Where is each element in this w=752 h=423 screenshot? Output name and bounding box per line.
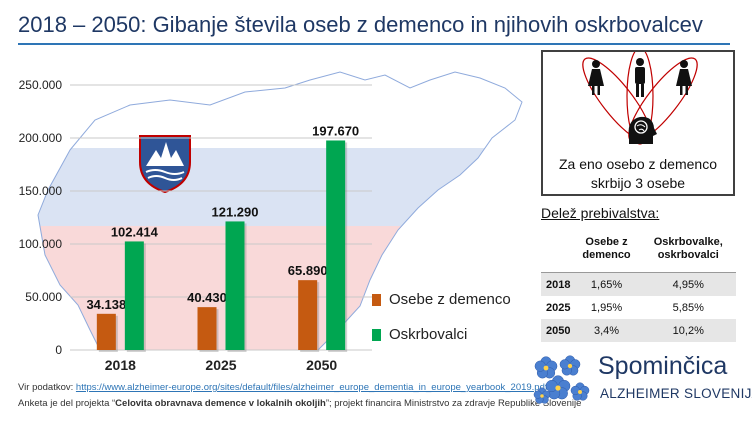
- bar-caregivers: [326, 140, 346, 350]
- caregiver-infographic: Za eno osebo z demenco skrbijo 3 osebe: [541, 50, 735, 196]
- petal: [545, 379, 558, 392]
- caregiver-text-line2: skrbijo 3 osebe: [590, 175, 686, 191]
- data-label: 121.290: [212, 204, 259, 219]
- page-title: 2018 – 2050: Gibanje števila oseb z deme…: [18, 12, 703, 37]
- forget-me-not-icon: [533, 355, 590, 404]
- flower-center: [540, 394, 544, 398]
- logo-name: Spominčica: [598, 352, 728, 380]
- data-label: 65.890: [288, 263, 328, 278]
- table-row: 2018 1,65% 4,95%: [541, 272, 736, 296]
- project-name: Celovita obravnava demence v lokalnih ok…: [115, 398, 326, 409]
- row-year: 2025: [546, 301, 571, 314]
- legend-item-dementia: Osebe z demenco: [372, 291, 511, 308]
- brain-head-icon: [628, 116, 657, 144]
- header-dementia: Osebe z demenco: [582, 236, 631, 261]
- logo-subtitle: ALZHEIMER SLOVENIJA: [600, 386, 752, 401]
- row-caregivers: 10,2%: [640, 319, 736, 342]
- caregiver-text-line1: Za eno osebo z demenco: [559, 156, 717, 172]
- legend-swatch-caregivers: [372, 328, 381, 341]
- x-axis: 2018 2025 2050: [105, 357, 338, 372]
- flower-center: [578, 390, 582, 394]
- slovenia-map: [37, 71, 523, 351]
- petal: [534, 360, 546, 372]
- petal: [533, 390, 542, 399]
- x-tick-label: 2025: [205, 357, 236, 372]
- flower-center: [567, 363, 573, 369]
- data-label: 34.138: [86, 297, 126, 312]
- y-tick-label: 50.000: [25, 290, 62, 304]
- header-caregivers: Oskrbovalke, oskrbovalci: [653, 236, 723, 261]
- table-row: 2050 3,4% 10,2%: [541, 319, 736, 342]
- bar-caregivers: [225, 221, 245, 350]
- data-label: 197.670: [312, 123, 359, 138]
- legend-item-caregivers: Oskrbovalci: [372, 326, 467, 343]
- x-tick-label: 2050: [306, 357, 337, 372]
- row-caregivers: 4,95%: [640, 272, 736, 296]
- legend-label-caregivers: Oskrbovalci: [389, 326, 468, 343]
- coat-of-arms: [139, 135, 191, 194]
- logo: Spominčica ALZHEIMER SLOVENIJA: [530, 352, 752, 412]
- caregiver-diagram: [582, 52, 698, 145]
- project-note-suffix: ”; projekt financira Ministrstvo za zdra…: [325, 398, 582, 409]
- project-note-prefix: Anketa je del projekta “: [18, 398, 116, 409]
- caregiver-text: Za eno osebo z demenco skrbijo 3 osebe: [543, 155, 733, 193]
- project-note: Anketa je del projekta “Celovita obravna…: [18, 398, 581, 409]
- row-dementia: 1,65%: [572, 272, 641, 296]
- data-label: 40.430: [187, 290, 227, 305]
- share-table: Osebe z demenco Oskrbovalke, oskrbovalci…: [541, 226, 736, 342]
- y-tick-label: 200.000: [19, 131, 63, 145]
- woman-icon: [676, 60, 692, 95]
- bar-dementia: [298, 280, 318, 350]
- y-tick-label: 250.000: [19, 78, 63, 92]
- y-axis: 0 50.000 100.000 150.000 200.000 250.000: [19, 78, 63, 357]
- bar-chart: 0 50.000 100.000 150.000 200.000 250.000 34.1…: [19, 71, 523, 372]
- source-line: Vir podatkov: https://www.alzheimer-euro…: [18, 382, 548, 393]
- man-icon: [635, 58, 645, 97]
- row-dementia: 1,95%: [590, 301, 623, 314]
- x-tick-label: 2018: [105, 357, 136, 372]
- woman-icon: [588, 60, 604, 95]
- y-tick-label: 150.000: [19, 184, 63, 198]
- bar-caregivers: [124, 241, 144, 350]
- y-tick-label: 100.000: [19, 237, 63, 251]
- row-year: 2050: [541, 319, 573, 342]
- share-table-header: Osebe z demenco Oskrbovalke, oskrbovalci: [541, 226, 736, 273]
- petal: [559, 359, 570, 370]
- source-label: Vir podatkov:: [18, 382, 76, 393]
- legend-swatch-dementia: [372, 293, 381, 306]
- gridlines: [70, 84, 372, 351]
- header-year: [541, 226, 572, 273]
- petal: [570, 385, 580, 396]
- y-tick-label: 0: [55, 343, 62, 357]
- table-row: 2025 1,95% 5,85%: [541, 296, 736, 319]
- row-dementia: 3,4%: [572, 319, 641, 342]
- data-label: 102.414: [111, 224, 159, 239]
- source-link[interactable]: https://www.alzheimer-europe.org/sites/d…: [75, 382, 548, 393]
- flower-center: [555, 385, 561, 391]
- row-year: 2018: [541, 272, 573, 296]
- flower-center: [543, 365, 549, 371]
- title-underline: [18, 43, 730, 45]
- bar-dementia: [197, 307, 217, 350]
- bar-dementia: [96, 313, 116, 350]
- row-caregivers: 5,85%: [672, 301, 704, 314]
- bars: 34.138 102.414 40.430 121.290 65.890 197.670: [86, 123, 359, 352]
- legend-label-dementia: Osebe z demenco: [389, 291, 511, 308]
- share-title: Delež prebivalstva:: [541, 205, 660, 221]
